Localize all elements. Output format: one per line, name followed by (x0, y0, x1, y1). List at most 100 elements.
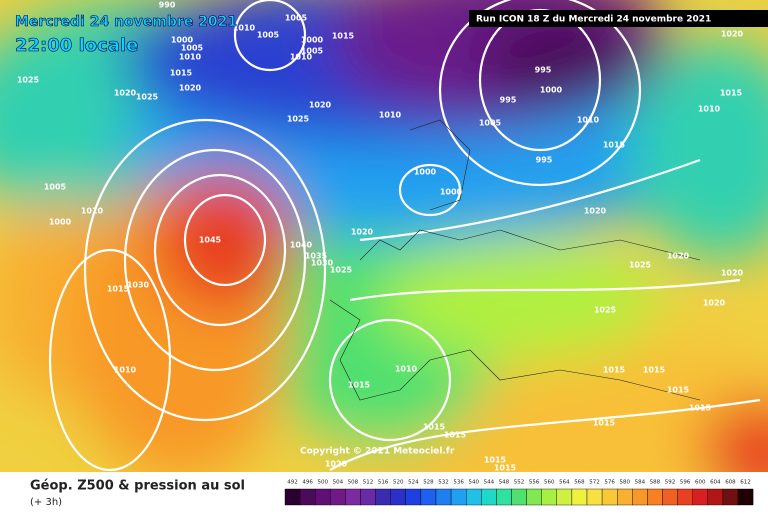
scale-label: 600 (695, 480, 706, 486)
scale-swatch (511, 488, 527, 506)
isobar-label: 1030 (127, 281, 150, 290)
isobar-label: 1005 (44, 183, 67, 192)
scale-swatch (707, 488, 724, 506)
scale-swatch (526, 488, 542, 506)
isobar-label: 1035 (305, 252, 328, 261)
scale-swatch (466, 488, 482, 506)
isobar-label: 1025 (287, 115, 310, 124)
isobar-label: 1005 (479, 119, 502, 128)
scale-label: 560 (544, 480, 555, 486)
scale-label: 576 (604, 480, 615, 486)
isobar-label: 1010 (698, 105, 721, 114)
footer-subtitle: (+ 3h) (30, 497, 62, 508)
scale-label: 504 (333, 480, 344, 486)
scale-label: 512 (363, 480, 374, 486)
scale-label: 544 (484, 480, 495, 486)
scale-label: 548 (499, 480, 510, 486)
isobar-label: 995 (536, 156, 553, 165)
isobar-label: 1020 (351, 228, 374, 237)
scale-label: 532 (438, 480, 449, 486)
isobar-label: 1000 (301, 36, 324, 45)
isobar-label: 1020 (584, 207, 607, 216)
isobar-label: 1040 (290, 241, 313, 250)
isobar-label: 995 (500, 96, 517, 105)
isobar-label: 1005 (301, 47, 324, 56)
isobar-label: 1025 (594, 306, 617, 315)
scale-label: 528 (423, 480, 434, 486)
scale-swatch (420, 488, 437, 506)
isobar-label: 1015 (107, 285, 130, 294)
scale-swatch (632, 488, 648, 506)
isobar-label: 1020 (114, 89, 137, 98)
isobar-label: 1000 (440, 188, 463, 197)
scale-swatch (617, 488, 633, 506)
isobar-label: 1020 (325, 460, 348, 469)
scale-label: 500 (318, 480, 329, 486)
scale-swatch (571, 488, 588, 506)
scale-swatch (692, 488, 709, 506)
isobar-label: 1020 (721, 269, 744, 278)
scale-swatch (677, 488, 693, 506)
isobar-label: 1010 (290, 53, 313, 62)
scale-swatch (647, 488, 663, 506)
scale-swatch (737, 488, 754, 506)
isobar-label: 1015 (593, 419, 616, 428)
isobar-label: 1020 (703, 299, 726, 308)
scale-label: 568 (574, 480, 585, 486)
scale-label: 596 (680, 480, 691, 486)
isobar-label: 1025 (17, 76, 40, 85)
scale-label: 536 (453, 480, 464, 486)
isobar-label: 1025 (629, 261, 652, 270)
isobar-label: 1015 (170, 69, 193, 78)
isobar-label: 1000 (49, 218, 72, 227)
scale-swatch (299, 488, 316, 506)
isobar-label: 1020 (309, 101, 332, 110)
scale-swatch (345, 488, 361, 506)
isobar-label: 1010 (81, 207, 104, 216)
scale-swatch (450, 488, 467, 506)
scale-label: 524 (408, 480, 419, 486)
scale-swatch (405, 488, 422, 506)
run-box (469, 10, 768, 27)
scale-swatch (481, 488, 497, 506)
scale-swatch (375, 488, 391, 506)
isobar-label: 1015 (484, 456, 507, 465)
scale-label: 580 (620, 480, 631, 486)
color-scale: 492 496 500 504 508 512 516 520 524 528 532 536 540 5… (284, 480, 754, 506)
scale-label: 492 (287, 480, 298, 486)
scale-swatch (390, 488, 407, 506)
scale-swatch (330, 488, 346, 506)
footer-title: Géop. Z500 & pression au sol (30, 479, 245, 494)
scale-swatch (496, 488, 512, 506)
scale-label: 556 (529, 480, 540, 486)
scale-swatch (541, 488, 558, 506)
isobar-label: 1010 (379, 111, 402, 120)
run-label: Run ICON 18 Z du Mercredi 24 novembre 20… (476, 15, 711, 25)
title: Mercredi 24 novembre 2021 22:00 locale (15, 14, 238, 57)
isobar-label: 1000 (414, 168, 437, 177)
isobar-label: 1015 (494, 464, 517, 473)
isobar-label: 1020 (667, 252, 690, 261)
isobar-label: 995 (535, 66, 552, 75)
scale-label: 564 (559, 480, 570, 486)
isobar-label: 1000 (540, 86, 563, 95)
isobar-label: 1045 (199, 236, 222, 245)
scale-label: 584 (635, 480, 646, 486)
isobar-label: 1015 (423, 423, 446, 432)
isobar-label: 1010 (114, 366, 137, 375)
isobar-label: 1020 (721, 30, 744, 39)
isobar-label: 1025 (136, 93, 159, 102)
isobar-label: 1030 (311, 259, 334, 268)
scale-label: 496 (302, 480, 313, 486)
scale-label: 608 (725, 480, 736, 486)
isobar-label: 1015 (603, 141, 626, 150)
isobar-label: 1010 (395, 365, 418, 374)
scale-swatch (586, 488, 603, 506)
scale-label: 520 (393, 480, 404, 486)
time: 22:00 locale (15, 35, 138, 56)
isobar-label: 1015 (444, 431, 467, 440)
scale-swatch (284, 488, 301, 506)
